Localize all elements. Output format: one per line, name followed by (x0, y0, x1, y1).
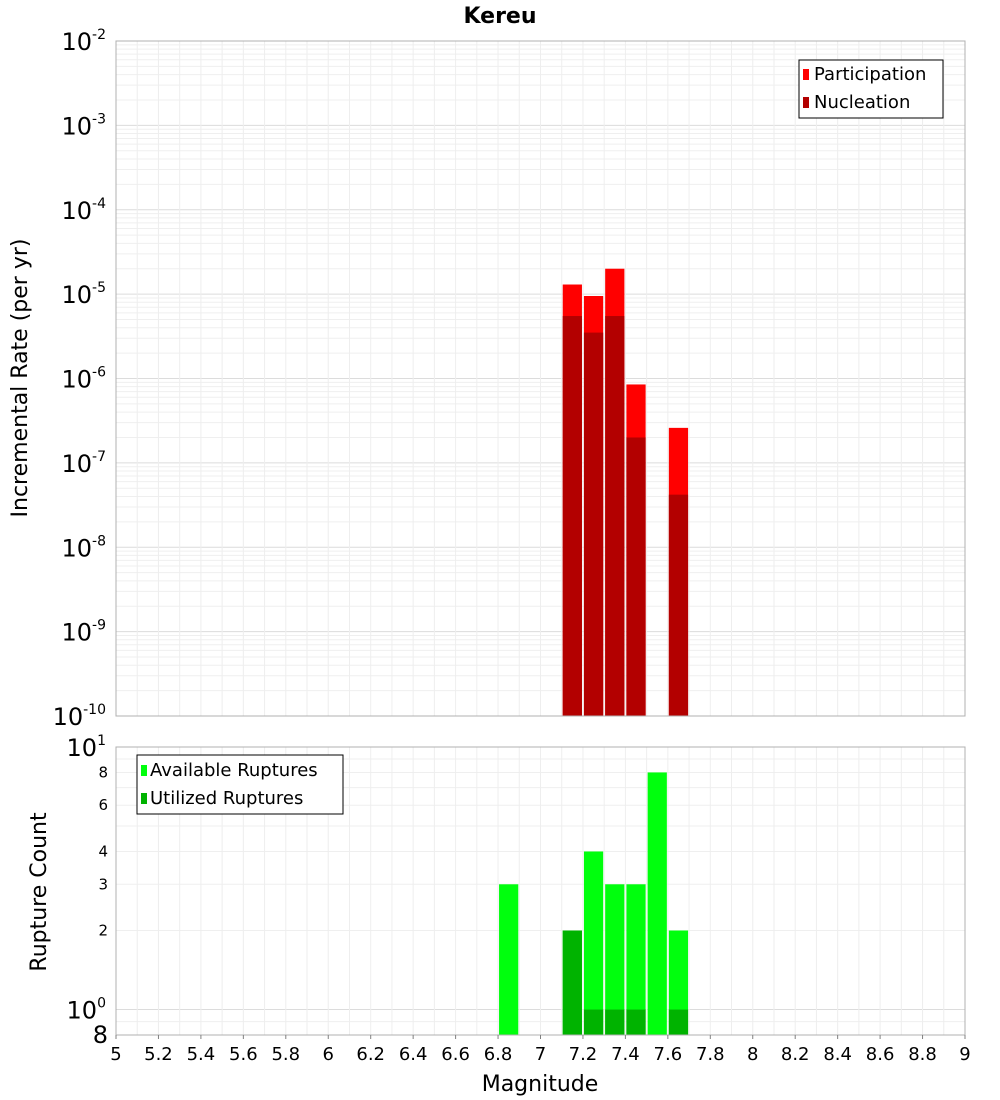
x-tick-label: 5.4 (187, 1044, 216, 1065)
x-tick-label: 7 (535, 1044, 546, 1065)
bottom-y-major-tick-label: 101 (67, 733, 106, 762)
available-ruptures-bar-7.35 (605, 884, 625, 1035)
legend-swatch-utilized-ruptures (141, 793, 147, 804)
x-tick-label: 8.2 (781, 1044, 810, 1065)
x-tick-label: 5.8 (271, 1044, 300, 1065)
legend-swatch-nucleation (803, 97, 809, 108)
x-tick-label: 8.8 (908, 1044, 937, 1065)
x-tick-label: 8 (747, 1044, 758, 1065)
utilized-ruptures-bar-7.65 (668, 1009, 689, 1035)
x-tick-label: 8.6 (866, 1044, 895, 1065)
top-y-tick-label: 10-5 (61, 280, 106, 309)
x-tick-label: 6.2 (356, 1044, 385, 1065)
legend-swatch-participation (803, 69, 809, 80)
x-tick-label: 5.2 (144, 1044, 173, 1065)
legend-swatch-available-ruptures (141, 765, 147, 776)
utilized-ruptures-bar-7.25 (583, 1009, 604, 1035)
bottom-y-major-tick-label: 100 (67, 996, 106, 1025)
available-ruptures-bar-7.55 (647, 772, 667, 1035)
top-y-tick-label: 10-7 (61, 449, 106, 478)
top-y-tick-label: 10-3 (61, 111, 106, 140)
top-y-axis-label: Incremental Rate (per yr) (8, 239, 33, 518)
x-tick-label: 7.4 (611, 1044, 640, 1065)
bottom-plot-area (115, 746, 966, 1036)
top-y-tick-label: 10-6 (61, 365, 106, 394)
legend-label-nucleation: Nucleation (814, 92, 910, 113)
top-legend: Participation Nucleation (798, 59, 944, 119)
top-legend-box (798, 59, 944, 119)
nucleation-bar-7.35 (605, 316, 625, 716)
x-tick-label: 9 (959, 1044, 970, 1065)
chart-title: Kereu (463, 4, 536, 29)
available-ruptures-bar-7.65 (668, 930, 689, 1035)
top-y-tick-label: 10-10 (53, 702, 106, 731)
nucleation-bar-7.15 (562, 316, 582, 716)
nucleation-bar-7.45 (626, 437, 646, 716)
x-tick-label: 8.4 (823, 1044, 852, 1065)
legend-label-utilized-ruptures: Utilized Ruptures (150, 788, 303, 809)
bottom-y-minor-tick-label: 2 (98, 922, 108, 940)
x-tick-label: 5.6 (229, 1044, 258, 1065)
bottom-legend-box (136, 754, 344, 815)
utilized-ruptures-bar-7.45 (626, 1009, 646, 1035)
x-axis-label: Magnitude (482, 1072, 599, 1097)
bottom-y-minor-tick-label: 8 (93, 1021, 108, 1049)
x-tick-label: 6.4 (399, 1044, 428, 1065)
x-tick-label: 7.8 (696, 1044, 725, 1065)
bottom-y-minor-tick-label: 3 (98, 875, 108, 893)
x-tick-label: 7.2 (569, 1044, 598, 1065)
bottom-y-minor-tick-label: 8 (98, 763, 108, 781)
x-tick-label: 7.6 (654, 1044, 683, 1065)
x-tick-label: 6.8 (484, 1044, 513, 1065)
bottom-y-axis-label: Rupture Count (27, 812, 52, 972)
top-y-tick-label: 10-9 (61, 618, 106, 647)
nucleation-bar-7.25 (583, 332, 604, 716)
available-ruptures-bar-7.45 (626, 884, 646, 1035)
top-plot-area (115, 40, 966, 717)
available-ruptures-bar-6.85 (499, 884, 519, 1035)
top-y-tick-label: 10-8 (61, 533, 106, 562)
bottom-y-minor-tick-label: 6 (98, 796, 108, 814)
available-ruptures-bar-7.25 (583, 851, 604, 1035)
x-tick-label: 5 (110, 1044, 121, 1065)
bottom-y-minor-tick-label: 4 (98, 842, 108, 860)
top-plot-frame (115, 40, 966, 717)
x-tick-label: 6 (323, 1044, 334, 1065)
top-y-tick-label: 10-4 (61, 196, 106, 225)
legend-label-participation: Participation (814, 64, 926, 85)
bottom-legend: Available Ruptures Utilized Ruptures (136, 754, 344, 815)
nucleation-bar-7.65 (668, 494, 689, 716)
legend-label-available-ruptures: Available Ruptures (150, 760, 318, 781)
utilized-ruptures-bar-7.15 (562, 930, 582, 1035)
utilized-ruptures-bar-7.35 (605, 1009, 625, 1035)
top-y-tick-label: 10-2 (61, 27, 106, 56)
x-tick-label: 6.6 (441, 1044, 470, 1065)
